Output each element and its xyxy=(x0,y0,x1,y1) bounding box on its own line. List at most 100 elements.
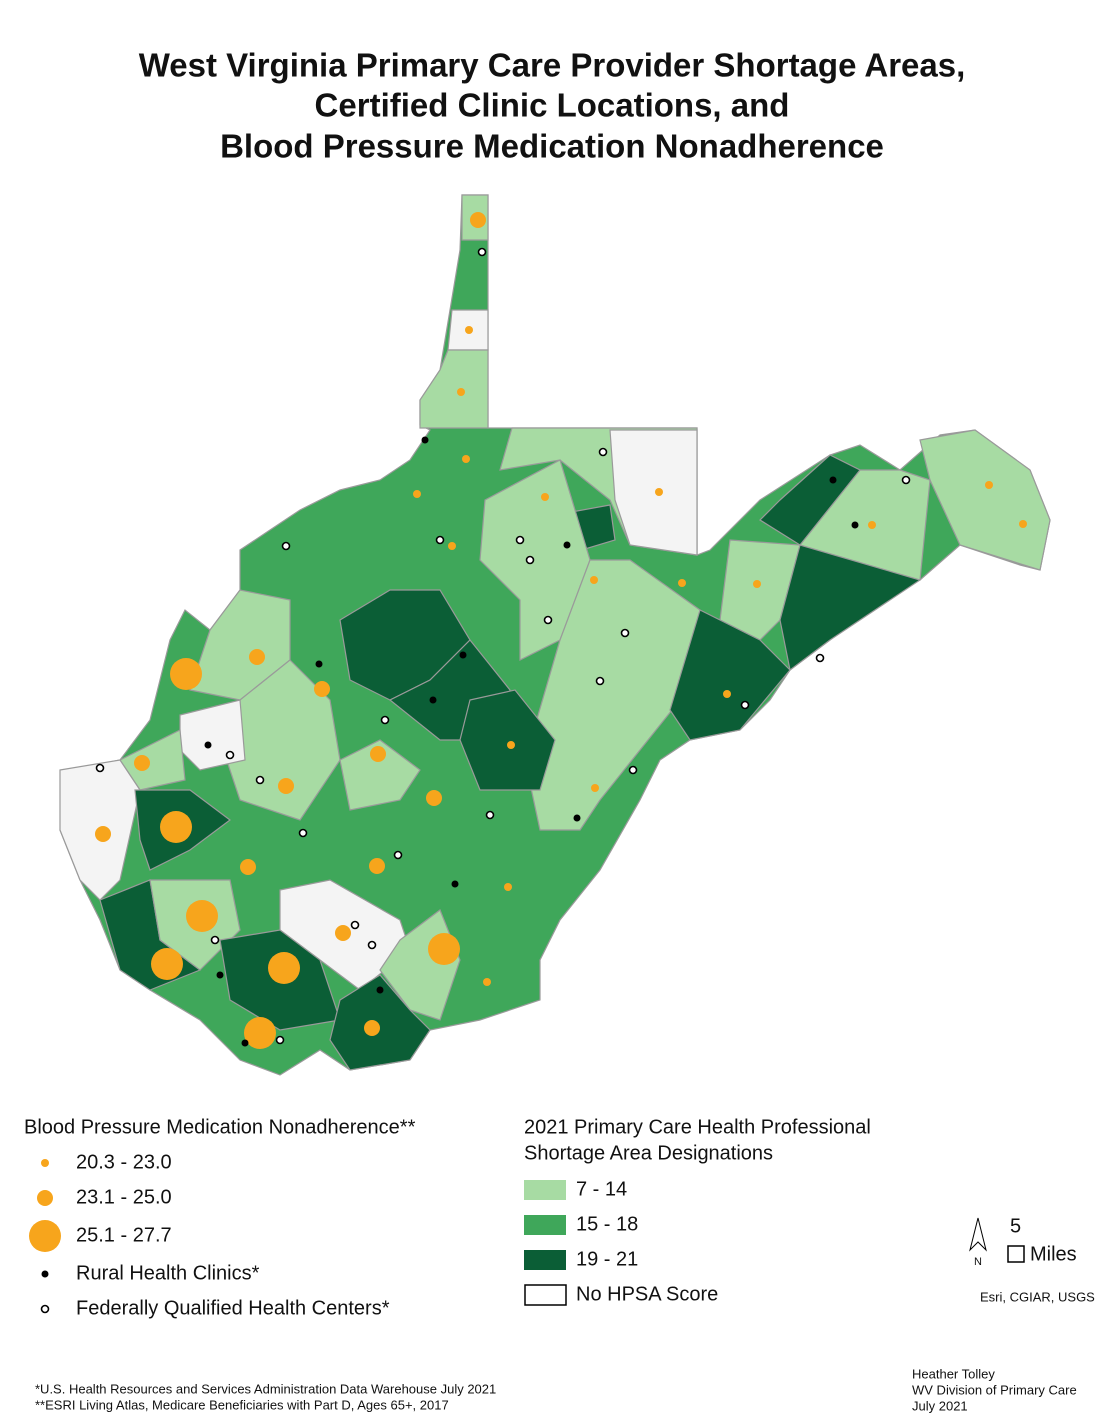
rural-clinic xyxy=(851,521,859,529)
nonadherence-marker xyxy=(507,741,515,749)
rural-clinic xyxy=(315,660,323,668)
rural-clinic xyxy=(204,741,212,749)
fqhc-marker xyxy=(598,447,608,457)
attribution: Esri, CGIAR, USGS xyxy=(980,1289,1095,1304)
rural-clinic xyxy=(459,651,467,659)
fqhc-marker xyxy=(485,810,495,820)
legend-label: 15 - 18 xyxy=(576,1213,638,1235)
credit: Heather Tolley xyxy=(912,1366,995,1381)
county xyxy=(669,609,791,741)
credit: WV Division of Primary Care xyxy=(912,1382,1077,1397)
nonadherence-marker xyxy=(678,579,686,587)
legend-symbol xyxy=(41,1270,49,1278)
map xyxy=(59,194,1051,1076)
fqhc-marker xyxy=(515,535,525,545)
legend-label: 23.1 - 25.0 xyxy=(76,1186,172,1208)
footnote: *U.S. Health Resources and Services Admi… xyxy=(35,1381,496,1396)
rural-clinic xyxy=(376,986,384,994)
legend-symbol xyxy=(29,1220,61,1252)
north-label: N xyxy=(974,1256,982,1268)
rural-clinic xyxy=(421,436,429,444)
legend-label: No HPSA Score xyxy=(576,1283,718,1305)
fqhc-marker xyxy=(628,765,638,775)
fqhc-marker xyxy=(543,615,553,625)
nonadherence-marker xyxy=(504,883,512,891)
nonadherence-marker xyxy=(541,493,549,501)
legend-label: 7 - 14 xyxy=(576,1178,627,1200)
credit: July 2021 xyxy=(912,1398,968,1413)
nonadherence-marker xyxy=(1019,520,1027,528)
fqhc-marker xyxy=(367,940,377,950)
fqhc-marker xyxy=(281,541,291,551)
fqhc-marker xyxy=(275,1035,285,1045)
legend-swatch xyxy=(524,1284,567,1306)
fqhc-marker xyxy=(477,247,487,257)
fqhc-marker xyxy=(255,775,265,785)
fqhc-marker xyxy=(525,555,535,565)
county xyxy=(524,559,701,831)
rural-clinic xyxy=(216,971,224,979)
legend-title: Shortage Area Designations xyxy=(524,1142,773,1164)
rural-clinic xyxy=(429,696,437,704)
fqhc-marker xyxy=(225,750,235,760)
fqhc-marker xyxy=(95,763,105,773)
rural-clinic xyxy=(829,476,837,484)
nonadherence-marker xyxy=(170,658,202,690)
nonadherence-marker xyxy=(370,746,386,762)
scale-unit: Miles xyxy=(1030,1243,1077,1265)
fqhc-marker xyxy=(595,676,605,686)
nonadherence-marker xyxy=(868,521,876,529)
legend-swatch xyxy=(524,1250,566,1270)
legend-title: 2021 Primary Care Health Professional xyxy=(524,1116,871,1138)
clinic-markers xyxy=(95,212,1027,1049)
fqhc-marker xyxy=(298,828,308,838)
title-line: Blood Pressure Medication Nonadherence xyxy=(220,128,884,165)
nonadherence-marker xyxy=(465,326,473,334)
nonadherence-marker xyxy=(470,212,486,228)
nonadherence-marker xyxy=(364,1020,380,1036)
rural-clinic xyxy=(241,1039,249,1047)
nonadherence-marker xyxy=(151,948,183,980)
nonadherence-marker xyxy=(186,900,218,932)
nonadherence-marker xyxy=(268,952,300,984)
nonadherence-marker xyxy=(369,858,385,874)
nonadherence-marker xyxy=(244,1017,276,1049)
fqhc-marker xyxy=(901,475,911,485)
county xyxy=(419,349,489,429)
legend-label: Federally Qualified Health Centers* xyxy=(76,1297,390,1319)
nonadherence-marker xyxy=(655,488,663,496)
county xyxy=(919,429,1051,571)
county xyxy=(719,539,801,641)
county xyxy=(609,429,698,556)
nonadherence-marker xyxy=(462,455,470,463)
nonadherence-marker xyxy=(448,542,456,550)
legend-symbol xyxy=(37,1190,53,1206)
nonadherence-marker xyxy=(240,859,256,875)
title-line: West Virginia Primary Care Provider Shor… xyxy=(139,47,966,84)
nonadherence-marker xyxy=(95,826,111,842)
county xyxy=(779,544,922,672)
fqhc-marker xyxy=(380,715,390,725)
county xyxy=(329,974,431,1071)
county xyxy=(459,689,556,791)
footnote: **ESRI Living Atlas, Medicare Beneficiar… xyxy=(35,1397,449,1412)
legend-swatch xyxy=(524,1215,566,1235)
legend-symbol xyxy=(41,1159,49,1167)
nonadherence-marker xyxy=(985,481,993,489)
nonadherence-marker xyxy=(428,933,460,965)
fqhc-marker xyxy=(350,920,360,930)
fqhc-marker xyxy=(815,653,825,663)
nonadherence-marker xyxy=(590,576,598,584)
nonadherence-marker xyxy=(723,690,731,698)
legend-swatch xyxy=(524,1180,566,1200)
nonadherence-marker xyxy=(160,811,192,843)
legend-label: 25.1 - 27.7 xyxy=(76,1224,172,1246)
nonadherence-marker xyxy=(483,978,491,986)
legend-title: Blood Pressure Medication Nonadherence** xyxy=(24,1116,416,1138)
nonadherence-marker xyxy=(413,490,421,498)
fqhc-marker xyxy=(435,535,445,545)
nonadherence-marker xyxy=(426,790,442,806)
rural-clinic xyxy=(563,541,571,549)
nonadherence-marker xyxy=(278,778,294,794)
